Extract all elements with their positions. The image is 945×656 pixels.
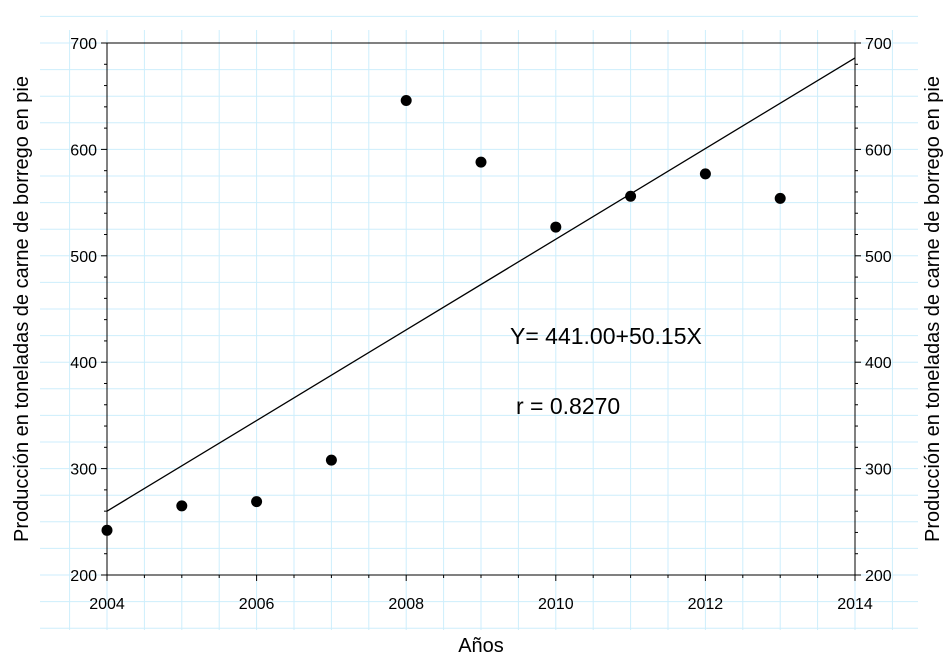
x-tick-label: 2008 [388, 596, 424, 613]
x-tick-label: 2006 [239, 596, 275, 613]
r-annotation: r = 0.8270 [516, 393, 620, 419]
y-tick-label-left: 700 [70, 36, 97, 53]
data-point [400, 94, 412, 106]
regression-line [106, 57, 856, 512]
x-tick-label: 2010 [538, 596, 574, 613]
data-point [550, 221, 562, 233]
y-axis-title-right: Producción en toneladas de carne de borr… [922, 76, 944, 542]
data-points [101, 94, 786, 536]
y-axis-title-left: Producción en toneladas de carne de borr… [11, 76, 33, 542]
ticks: 200 200 300 300 400 400 500 500 600 600 700 700 2004… [70, 36, 892, 613]
y-tick-label-left: 200 [70, 568, 97, 585]
y-tick-label-right: 400 [865, 355, 892, 372]
data-point [251, 496, 263, 508]
y-tick-label-left: 600 [70, 142, 97, 159]
y-tick-label-right: 500 [865, 249, 892, 266]
y-tick-label-right: 700 [865, 36, 892, 53]
data-point [101, 524, 113, 536]
x-tick-label: 2004 [89, 596, 125, 613]
x-tick-label: 2012 [688, 596, 724, 613]
y-tick-label-right: 300 [865, 462, 892, 479]
data-point [699, 168, 711, 180]
data-point [325, 454, 337, 466]
data-point [475, 156, 487, 168]
y-tick-label-left: 400 [70, 355, 97, 372]
data-point [774, 192, 786, 204]
y-tick-label-right: 200 [865, 568, 892, 585]
x-axis-title: Años [458, 635, 504, 656]
grid [40, 15, 918, 630]
y-tick-label-left: 500 [70, 249, 97, 266]
data-point [176, 500, 188, 512]
y-tick-label-right: 600 [865, 142, 892, 159]
data-point [625, 190, 637, 202]
y-tick-label-left: 300 [70, 462, 97, 479]
equation-annotation: Y= 441.00+50.15X [510, 323, 702, 349]
x-tick-label: 2014 [837, 596, 873, 613]
